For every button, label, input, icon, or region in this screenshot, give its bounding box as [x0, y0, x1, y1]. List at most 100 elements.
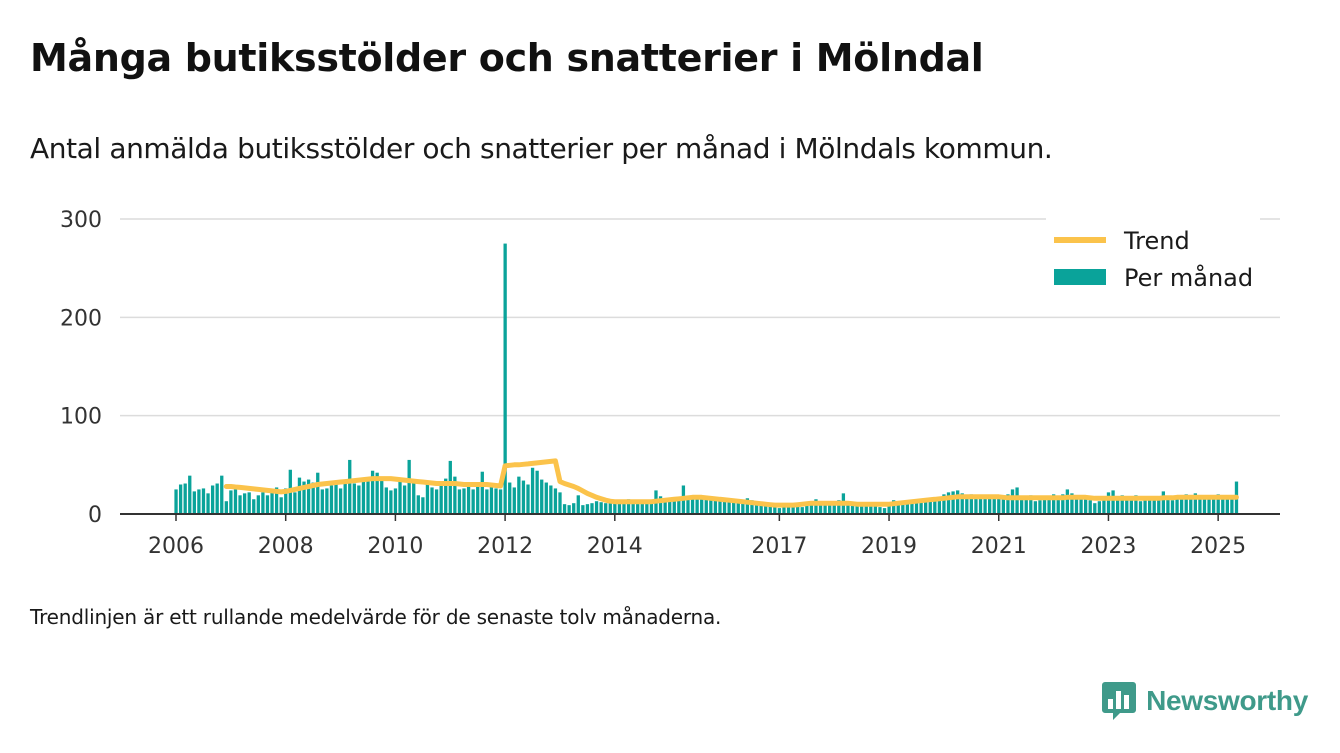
bar — [398, 477, 402, 514]
bar — [206, 493, 210, 514]
bar — [860, 504, 864, 514]
bar — [215, 483, 219, 514]
bar — [622, 501, 626, 514]
bar — [457, 489, 462, 514]
bar — [759, 504, 763, 514]
bar — [498, 489, 503, 514]
x-tick-label: 2008 — [258, 534, 314, 559]
bar — [599, 502, 603, 514]
brand-logo: Newsworthy — [1102, 682, 1308, 720]
bar — [1134, 495, 1138, 514]
bar — [1088, 500, 1092, 514]
bar — [1029, 495, 1033, 514]
bar — [590, 503, 594, 514]
bar — [361, 481, 366, 514]
bar — [1083, 496, 1088, 514]
bar — [448, 460, 452, 514]
bar — [901, 501, 905, 514]
bar — [1033, 501, 1038, 514]
x-tick-label: 2019 — [861, 534, 917, 559]
bar — [220, 475, 224, 514]
x-tick-label: 2017 — [751, 534, 807, 559]
bar — [384, 487, 388, 514]
bar — [412, 481, 416, 514]
bar — [567, 505, 571, 514]
bar — [818, 503, 823, 514]
bar — [640, 500, 644, 514]
bar — [965, 496, 969, 514]
bar — [265, 495, 270, 514]
bar — [1120, 495, 1124, 514]
bar — [1211, 497, 1216, 514]
bar — [1216, 494, 1220, 514]
bar — [261, 492, 265, 514]
bar — [882, 508, 887, 514]
x-tick-label: 2014 — [587, 534, 643, 559]
bar — [549, 485, 553, 514]
bar — [892, 500, 896, 514]
bar — [946, 492, 951, 514]
bar — [1143, 498, 1147, 514]
bar — [1102, 499, 1106, 514]
bar — [914, 501, 919, 514]
bar — [878, 507, 882, 514]
bar — [910, 503, 914, 514]
bar-series-per-manad — [174, 243, 1239, 515]
bar — [1125, 497, 1129, 514]
bar — [366, 481, 370, 514]
bar — [544, 482, 548, 514]
bar — [1024, 498, 1028, 514]
bar — [521, 480, 526, 514]
bar — [274, 487, 279, 514]
bar — [540, 479, 544, 514]
y-tick-label: 300 — [60, 208, 102, 233]
bar — [320, 489, 324, 514]
bar — [393, 488, 398, 514]
bar — [229, 490, 233, 514]
bar — [668, 500, 672, 514]
bar — [956, 490, 960, 514]
bar — [1111, 490, 1115, 514]
bar — [329, 485, 334, 514]
bar — [1038, 500, 1042, 514]
bar — [992, 498, 996, 514]
bar — [617, 502, 622, 514]
bar — [489, 486, 494, 514]
bar — [471, 489, 475, 514]
x-tick-label: 2021 — [971, 534, 1027, 559]
bar — [1001, 497, 1006, 514]
bar — [1093, 503, 1097, 514]
bar — [636, 503, 640, 514]
bar — [978, 497, 983, 514]
bar — [677, 499, 681, 514]
bar — [1198, 496, 1202, 514]
bar — [777, 508, 782, 514]
bar — [1189, 497, 1193, 514]
bar — [951, 491, 955, 514]
legend-bars-swatch — [1054, 269, 1106, 285]
bar — [1147, 497, 1152, 514]
bar — [512, 487, 516, 514]
x-axis-ticks: 2006 2008 2010 2012 2014 2017 2019 2021 2023 2025 — [148, 514, 1246, 559]
bar — [444, 478, 448, 514]
bar — [576, 495, 580, 514]
bar — [270, 492, 274, 514]
bar — [1052, 494, 1056, 514]
chart-subtitle: Antal anmälda butiksstölder och snatteri… — [30, 132, 1053, 165]
x-tick-label: 2025 — [1190, 534, 1246, 559]
bar — [887, 505, 891, 514]
bar — [402, 485, 407, 514]
bar — [773, 506, 777, 514]
bar — [238, 495, 242, 514]
bar — [1115, 496, 1120, 514]
bar — [352, 483, 356, 514]
bar — [823, 501, 827, 514]
bar — [421, 497, 425, 514]
footnote: Trendlinjen är ett rullande medelvärde f… — [30, 605, 722, 629]
bar — [174, 489, 178, 514]
bar — [1079, 497, 1083, 514]
bar — [1179, 497, 1184, 514]
bar — [1225, 498, 1229, 514]
bar — [732, 501, 736, 514]
